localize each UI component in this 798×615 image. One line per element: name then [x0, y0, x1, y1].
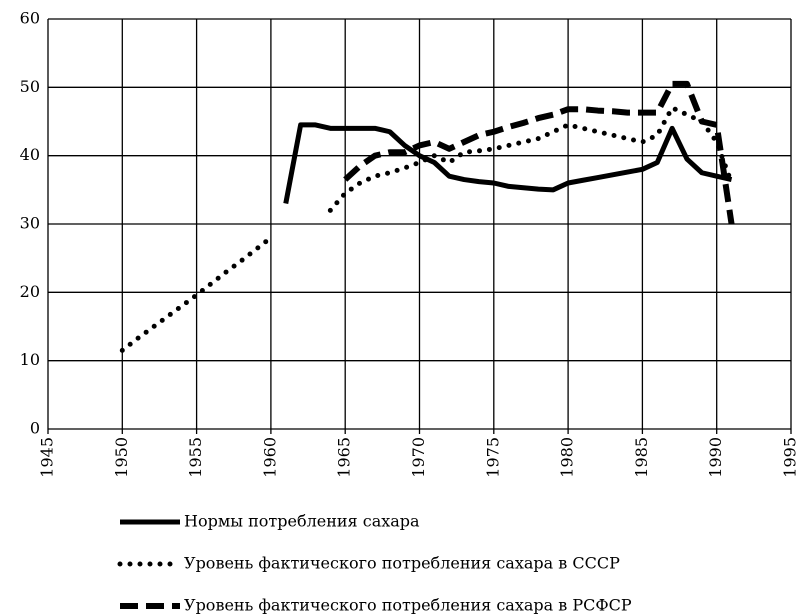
legend-label: Нормы потребления сахара	[184, 512, 420, 531]
x-tick-label: 1945	[38, 437, 57, 478]
y-tick-label: 10	[20, 350, 40, 369]
y-tick-label: 20	[20, 282, 40, 301]
x-tick-label: 1960	[260, 437, 279, 478]
x-tick-label: 1995	[781, 437, 798, 478]
y-tick-label: 40	[20, 145, 40, 164]
x-tick-label: 1950	[112, 437, 131, 478]
y-tick-label: 0	[30, 419, 40, 438]
y-tick-label: 50	[20, 77, 40, 96]
x-tick-label: 1970	[409, 437, 428, 478]
series-line	[343, 80, 735, 225]
y-tick-label: 60	[20, 9, 40, 28]
x-tick-label: 1955	[186, 437, 205, 478]
x-tick-label: 1975	[483, 437, 502, 478]
x-tick-label: 1990	[706, 437, 725, 478]
legend-label: Уровень фактического потребления сахара …	[184, 596, 632, 615]
x-tick-label: 1965	[335, 437, 354, 478]
legend-label: Уровень фактического потребления сахара …	[184, 554, 620, 573]
series-line	[119, 105, 735, 353]
series-line	[283, 122, 733, 204]
x-tick-label: 1985	[632, 437, 651, 478]
x-tick-label: 1980	[558, 437, 577, 478]
y-tick-label: 30	[20, 214, 40, 233]
